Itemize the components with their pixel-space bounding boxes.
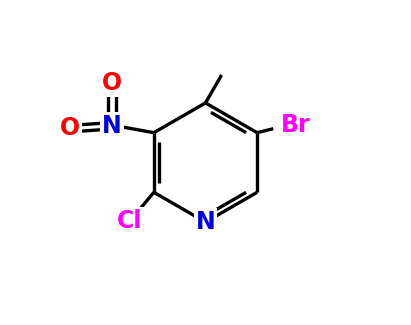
Text: N: N [196,210,215,234]
Text: O: O [102,71,122,95]
Text: N: N [102,114,122,138]
Text: O: O [60,116,80,140]
Text: Br: Br [281,113,311,136]
Text: Cl: Cl [117,209,142,233]
